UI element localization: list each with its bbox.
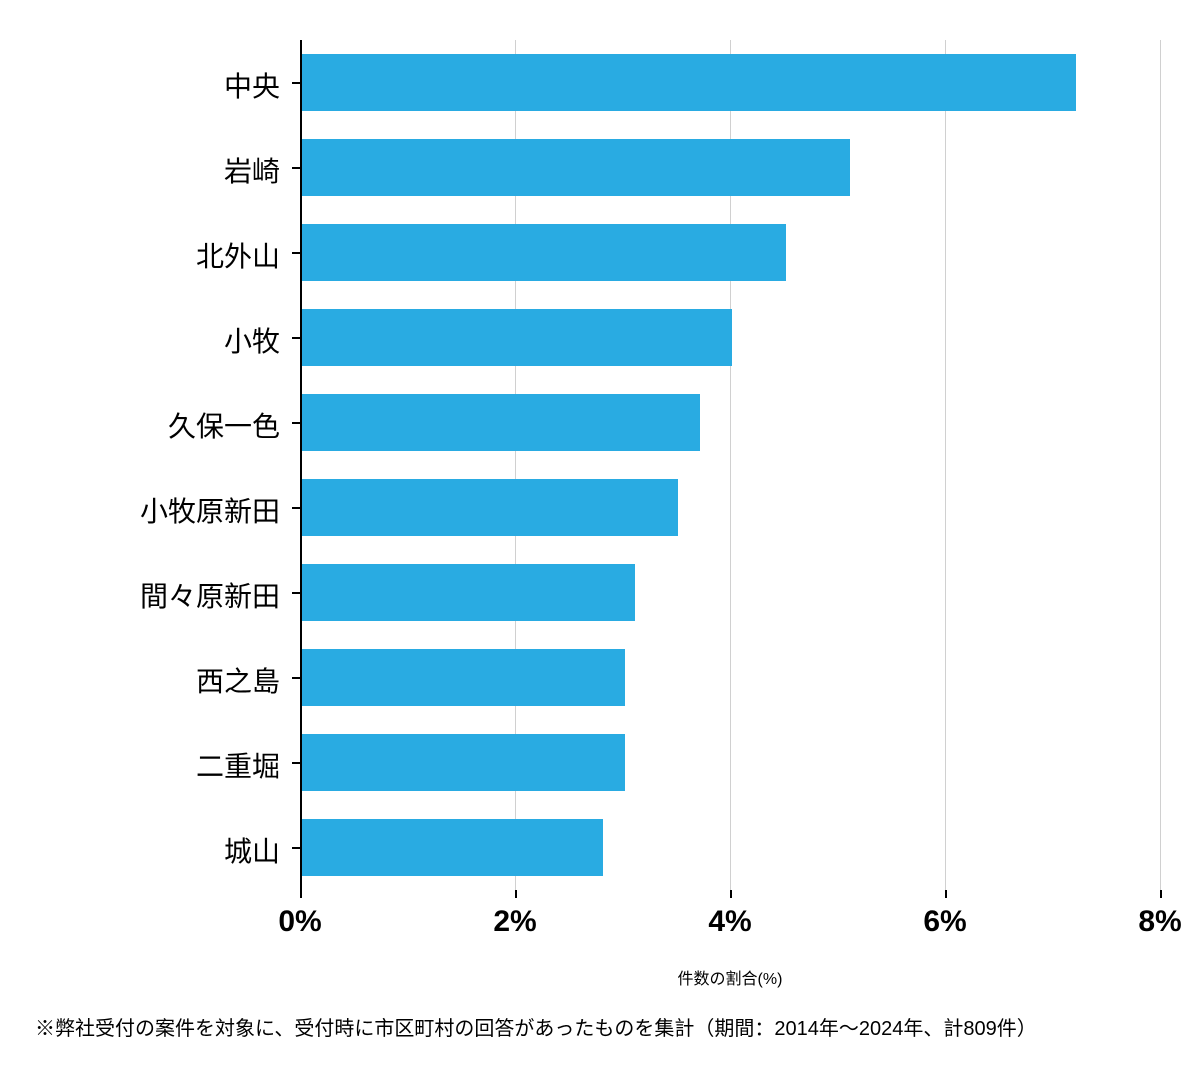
bar [302, 479, 678, 537]
y-category-label: 北外山 [60, 235, 280, 275]
y-tick [292, 82, 300, 84]
y-tick [292, 847, 300, 849]
bar [302, 564, 635, 622]
bar-chart: 中央岩崎北外山小牧久保一色小牧原新田間々原新田西之島二重堀城山 0% 2% 4% 6%… [40, 20, 1160, 980]
footnote: ※弊社受付の案件を対象に、受付時に市区町村の回答があったものを集計（期間：201… [35, 1012, 1037, 1041]
x-tick-label: 4% [708, 905, 751, 939]
y-category-label: 小牧 [60, 320, 280, 360]
y-category-label: 中央 [60, 65, 280, 105]
y-tick [292, 252, 300, 254]
y-category-label: 岩崎 [60, 150, 280, 190]
y-tick [292, 507, 300, 509]
y-tick [292, 422, 300, 424]
bar [302, 734, 625, 792]
bar [302, 224, 786, 282]
bar [302, 54, 1076, 112]
x-tick-label: 2% [493, 905, 536, 939]
gridline [1160, 40, 1161, 890]
gridline [945, 40, 946, 890]
y-category-label: 西之島 [60, 660, 280, 700]
x-tick-label: 0% [278, 905, 321, 939]
y-tick [292, 762, 300, 764]
y-category-label: 小牧原新田 [60, 490, 280, 530]
y-category-label: 城山 [60, 830, 280, 870]
x-tick-label: 8% [1138, 905, 1181, 939]
y-category-label: 二重堀 [60, 745, 280, 785]
bar [302, 309, 732, 367]
x-tick-label: 6% [923, 905, 966, 939]
x-tick [1160, 890, 1162, 898]
y-tick [292, 167, 300, 169]
bar [302, 394, 700, 452]
x-axis-title: 件数の割合(%) [678, 971, 783, 988]
y-tick [292, 592, 300, 594]
x-tick [515, 890, 517, 898]
y-category-label: 間々原新田 [60, 575, 280, 615]
bar [302, 649, 625, 707]
bar [302, 819, 603, 877]
x-tick [945, 890, 947, 898]
x-tick [730, 890, 732, 898]
x-tick [300, 890, 302, 898]
y-tick [292, 677, 300, 679]
y-category-label: 久保一色 [60, 405, 280, 445]
y-tick [292, 337, 300, 339]
bar [302, 139, 850, 197]
